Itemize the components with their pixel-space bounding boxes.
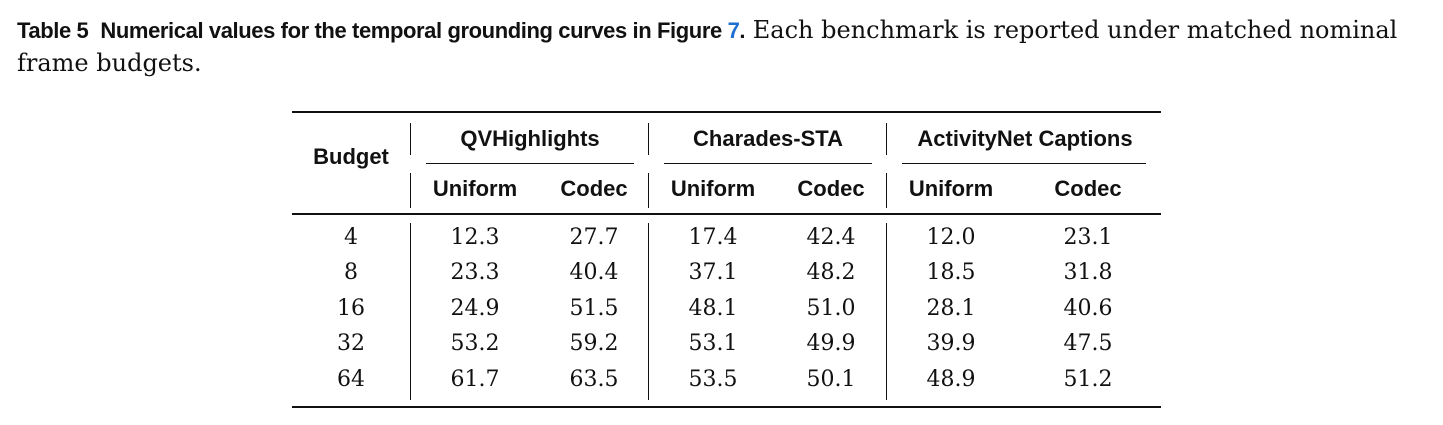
subheader-codec: Codec xyxy=(1054,176,1122,201)
value-cell: 23.1 xyxy=(1063,225,1113,250)
value-cell: 27.7 xyxy=(569,225,619,250)
top-rule xyxy=(292,111,1161,113)
budget-cell: 4 xyxy=(344,225,358,250)
value-cell: 28.1 xyxy=(926,296,976,321)
subheader-uniform: Uniform xyxy=(908,176,994,201)
value-cell: 48.2 xyxy=(806,260,856,285)
caption-title-end: . xyxy=(739,18,746,43)
col-divider xyxy=(648,173,650,208)
group-header: Charades-STA xyxy=(693,126,843,151)
group-underline-charades xyxy=(664,163,872,164)
caption-title: Numerical values for the temporal ground… xyxy=(100,18,745,43)
caption-text: Each benchmark is reported under matched… xyxy=(17,16,1398,77)
col-divider xyxy=(410,123,412,155)
value-cell: 12.0 xyxy=(926,225,976,250)
group-underline-activitynet xyxy=(902,163,1146,164)
value-cell: 24.9 xyxy=(450,296,500,321)
value-cell: 31.8 xyxy=(1063,260,1113,285)
value-cell: 40.4 xyxy=(569,260,619,285)
value-cell: 48.9 xyxy=(926,367,976,392)
group-header: QVHighlights xyxy=(460,126,600,151)
value-cell: 53.2 xyxy=(450,331,500,356)
value-cell: 23.3 xyxy=(450,260,500,285)
value-cell: 42.4 xyxy=(806,225,856,250)
col-divider xyxy=(648,123,650,155)
value-cell: 17.4 xyxy=(688,225,738,250)
value-cell: 61.7 xyxy=(450,367,500,392)
value-cell: 53.1 xyxy=(688,331,738,356)
value-cell: 59.2 xyxy=(569,331,619,356)
figure-link[interactable]: 7 xyxy=(727,18,740,43)
col-divider xyxy=(410,173,412,208)
value-cell: 63.5 xyxy=(569,367,619,392)
value-cell: 49.9 xyxy=(806,331,856,356)
value-cell: 37.1 xyxy=(688,260,738,285)
caption-title-text: Numerical values for the temporal ground… xyxy=(100,18,722,43)
value-cell: 18.5 xyxy=(926,260,976,285)
value-cell: 40.6 xyxy=(1063,296,1113,321)
subheader-codec: Codec xyxy=(797,176,865,201)
caption-label: Table 5 xyxy=(17,18,89,43)
budget-cell: 16 xyxy=(337,296,365,321)
header-rule xyxy=(292,213,1161,215)
subheader-codec: Codec xyxy=(560,176,628,201)
subheader-uniform: Uniform xyxy=(670,176,756,201)
col-divider xyxy=(410,223,412,400)
value-cell: 51.5 xyxy=(569,296,619,321)
value-cell: 51.0 xyxy=(806,296,856,321)
value-cell: 53.5 xyxy=(688,367,738,392)
budget-cell: 64 xyxy=(337,367,365,392)
col-divider xyxy=(886,123,888,155)
group-underline-qvhighlights xyxy=(426,163,634,164)
value-cell: 50.1 xyxy=(806,367,856,392)
budget-cell: 32 xyxy=(337,331,365,356)
results-table: Budget QVHighlights Charades-STA Activit… xyxy=(292,111,1161,409)
table-caption: Table 5 Numerical values for the temporal… xyxy=(17,14,1432,80)
value-cell: 12.3 xyxy=(450,225,500,250)
group-header: ActivityNet Captions xyxy=(917,126,1133,151)
value-cell: 47.5 xyxy=(1063,331,1113,356)
bottom-rule xyxy=(292,406,1161,408)
subheader-uniform: Uniform xyxy=(432,176,518,201)
value-cell: 39.9 xyxy=(926,331,976,356)
value-cell: 48.1 xyxy=(688,296,738,321)
col-divider xyxy=(886,223,888,400)
value-cell: 51.2 xyxy=(1063,367,1113,392)
col-divider xyxy=(886,173,888,208)
col-divider xyxy=(648,223,650,400)
budget-cell: 8 xyxy=(344,260,358,285)
budget-header: Budget xyxy=(313,144,389,169)
